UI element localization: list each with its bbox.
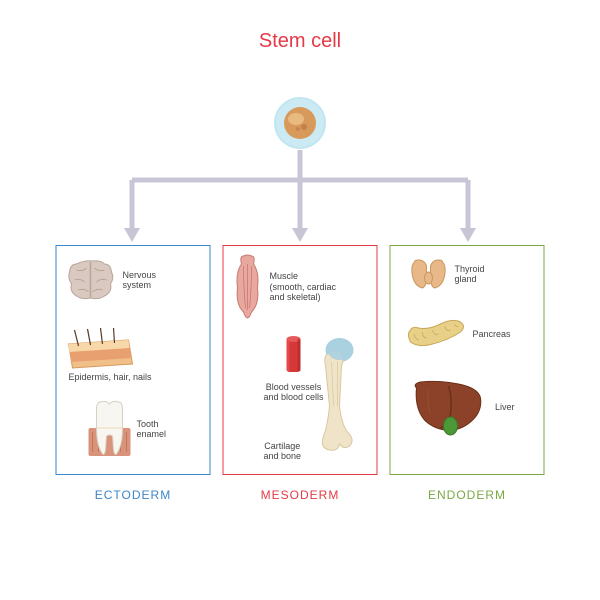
bone-label: Cartilageand bone bbox=[264, 441, 302, 462]
tooth-label: Toothenamel bbox=[137, 419, 167, 440]
tooth-icon bbox=[87, 398, 133, 460]
pancreas-label: Pancreas bbox=[473, 329, 511, 339]
nervous-system-item: Nervoussystem bbox=[65, 256, 157, 304]
branching-arrows bbox=[110, 150, 490, 255]
mesoderm-label: MESODERM bbox=[224, 488, 377, 502]
thyroid-item: Thyroidgland bbox=[407, 256, 485, 292]
diagram-title: Stem cell bbox=[259, 30, 341, 53]
pancreas-item: Pancreas bbox=[405, 316, 511, 352]
ectoderm-label: ECTODERM bbox=[57, 488, 210, 502]
thyroid-label: Thyroidgland bbox=[455, 264, 485, 285]
thyroid-icon bbox=[407, 256, 451, 292]
muscle-icon bbox=[230, 254, 266, 320]
liver-icon bbox=[409, 378, 487, 438]
mesoderm-box: Muscle(smooth, cardiacand skeletal) Bloo… bbox=[223, 245, 378, 475]
blood-icon bbox=[283, 334, 305, 376]
muscle-item: Muscle(smooth, cardiacand skeletal) bbox=[230, 254, 337, 320]
liver-label: Liver bbox=[495, 402, 515, 412]
bone-icon bbox=[310, 336, 358, 454]
epidermis-label: Epidermis, hair, nails bbox=[69, 372, 152, 382]
pancreas-icon bbox=[405, 316, 469, 352]
skin-icon bbox=[65, 328, 135, 370]
endoderm-box: Thyroidgland Pancreas Liver ENDODERM bbox=[390, 245, 545, 475]
nervous-system-label: Nervoussystem bbox=[123, 270, 157, 291]
stem-cell-icon bbox=[272, 95, 328, 156]
endoderm-label: ENDODERM bbox=[391, 488, 544, 502]
brain-icon bbox=[65, 256, 119, 304]
tooth-item: Toothenamel bbox=[87, 398, 167, 460]
muscle-label: Muscle(smooth, cardiacand skeletal) bbox=[270, 271, 337, 302]
epidermis-item: Epidermis, hair, nails bbox=[65, 328, 152, 382]
category-boxes: Nervoussystem Epidermis, hair, nails bbox=[56, 245, 545, 475]
bone-item bbox=[310, 336, 358, 459]
ectoderm-box: Nervoussystem Epidermis, hair, nails bbox=[56, 245, 211, 475]
liver-item: Liver bbox=[409, 378, 487, 438]
